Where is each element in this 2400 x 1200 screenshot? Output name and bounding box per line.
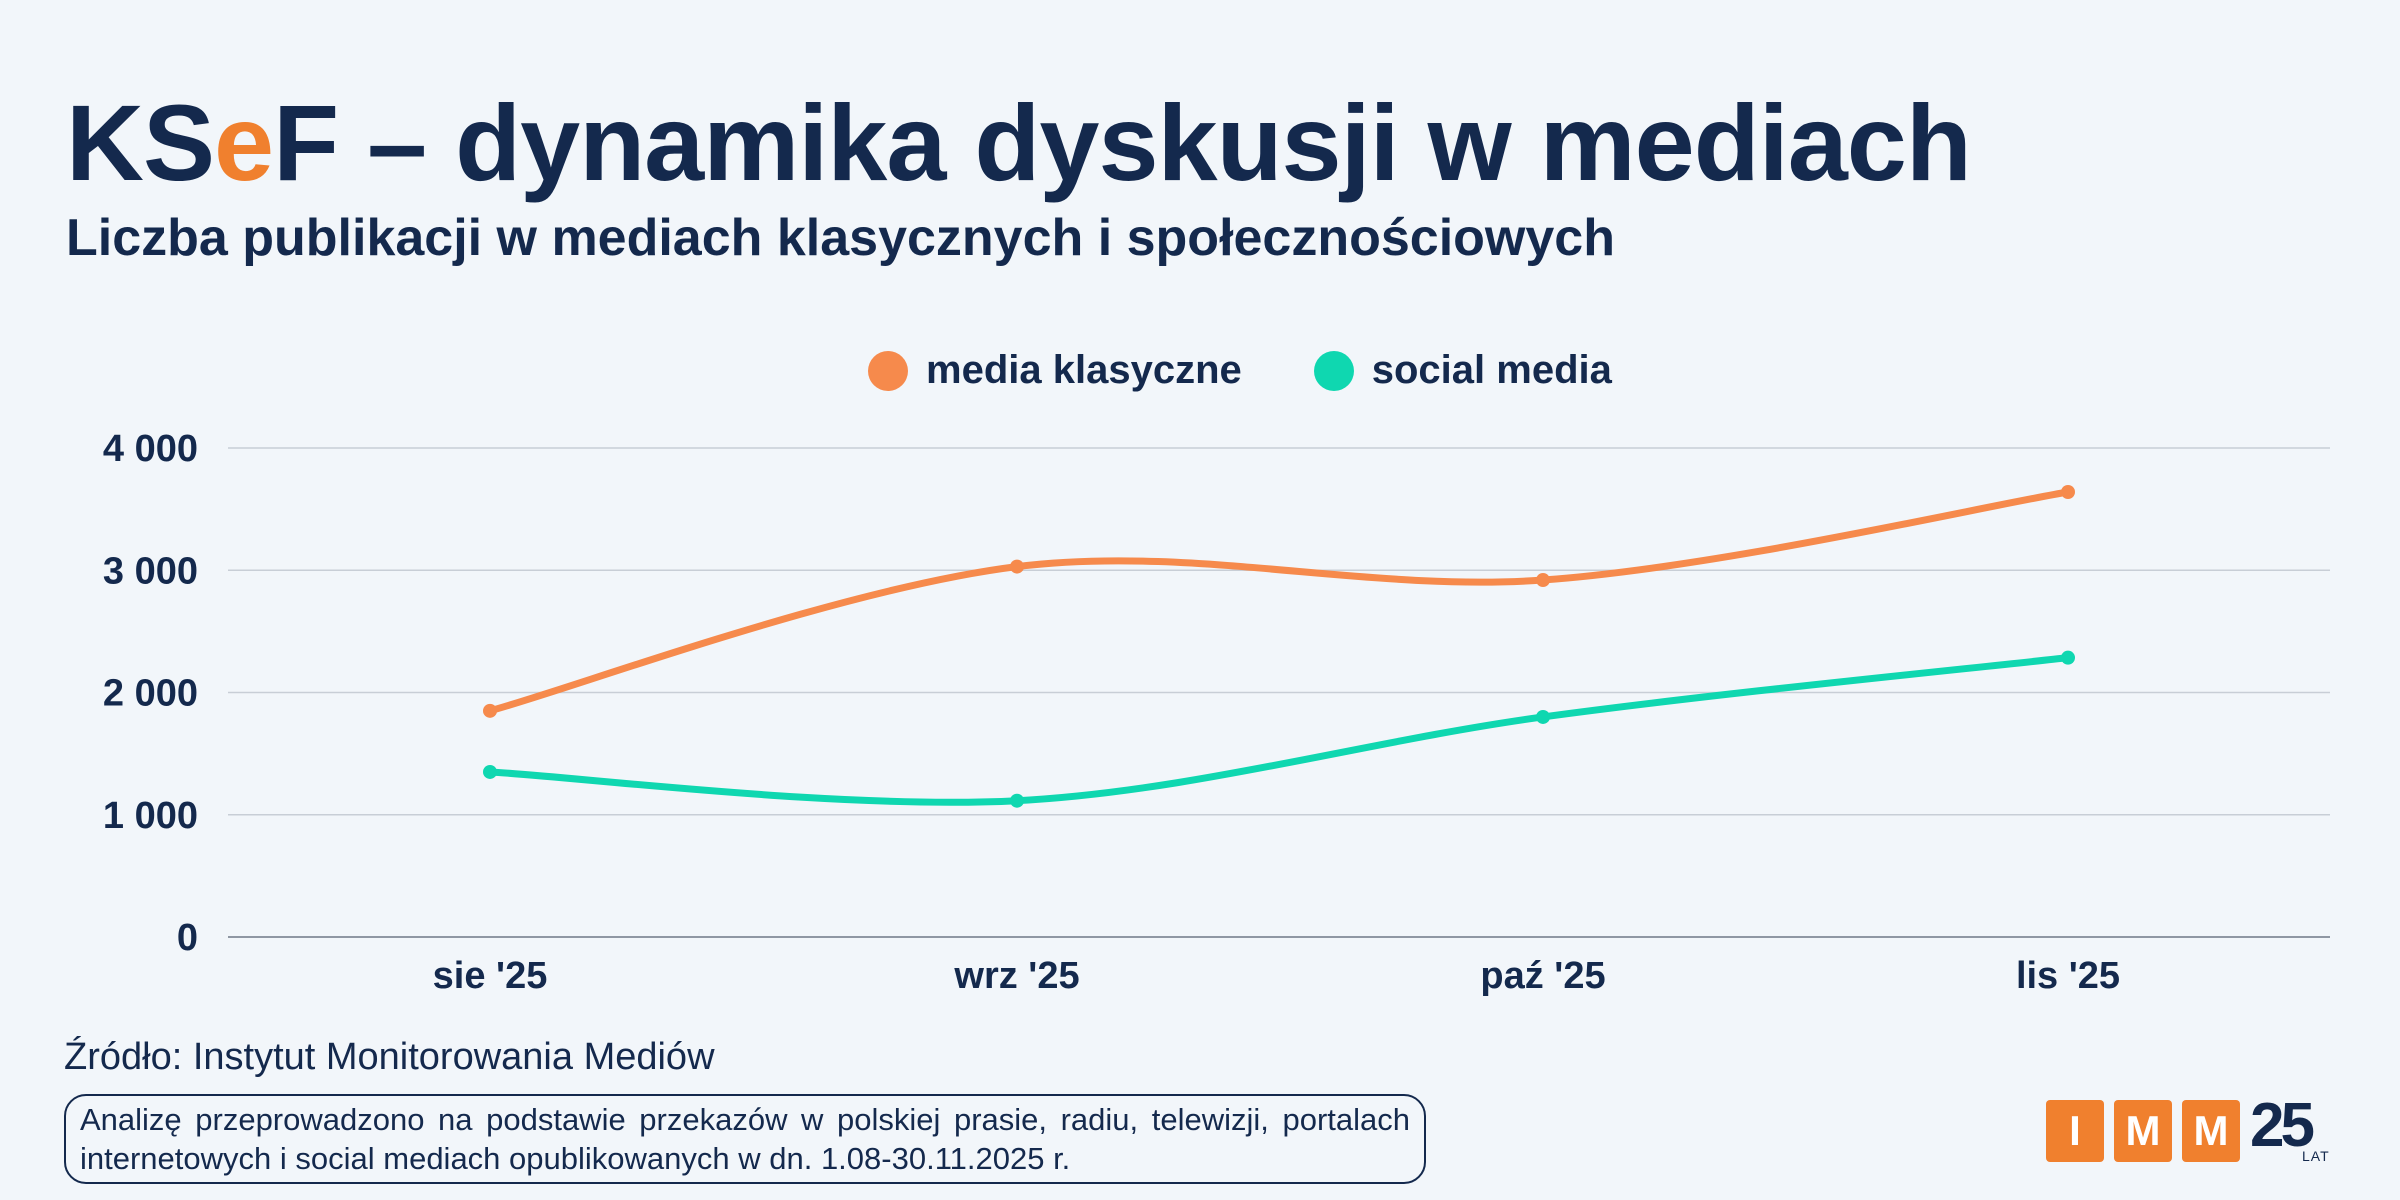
logo-letter-m2: M: [2182, 1100, 2240, 1162]
data-point-classic: [2061, 485, 2075, 500]
legend-item-classic: media klasyczne: [868, 348, 1242, 393]
chart-series: [483, 485, 2075, 808]
legend-item-social: social media: [1313, 348, 1612, 393]
legend-dot-social-icon: [1313, 350, 1354, 391]
y-tick-label: 0: [177, 917, 198, 959]
page-title: KSeF – dynamika dyskusji w mediach: [66, 78, 1972, 208]
data-point-classic: [483, 703, 497, 718]
methodology-note: Analizę przeprowadzono na podstawie prze…: [64, 1094, 1426, 1184]
source-text: Źródło: Instytut Monitorowania Mediów: [64, 1036, 715, 1078]
logo-caption: LAT: [2302, 1148, 2330, 1164]
chart-legend: media klasyczne social media: [868, 348, 1612, 393]
legend-dot-classic-icon: [868, 350, 908, 391]
x-axis-ticks: sie '25 wrz '25 paź '25 lis '25: [433, 955, 2120, 997]
imm-logo: I M M 25 LAT: [2046, 1091, 2336, 1164]
x-tick-label: wrz '25: [953, 955, 1079, 997]
x-tick-label: lis '25: [2016, 955, 2120, 997]
data-point-social: [1536, 709, 1550, 724]
data-point-classic: [1010, 559, 1024, 574]
x-tick-label: sie '25: [433, 955, 548, 997]
legend-label-classic: media klasyczne: [926, 348, 1242, 392]
data-point-social: [1010, 793, 1024, 808]
logo-letter-i: I: [2046, 1100, 2104, 1162]
y-tick-label: 2 000: [103, 673, 198, 715]
data-point-social: [2061, 650, 2075, 665]
y-tick-label: 3 000: [103, 550, 198, 592]
title-accent-e: e: [214, 82, 274, 203]
logo-letter-m1: M: [2114, 1100, 2172, 1162]
x-tick-label: paź '25: [1480, 955, 1605, 997]
title-part-f: F: [273, 82, 339, 203]
series-line-social: [486, 654, 2072, 806]
logo-number: 25: [2250, 1091, 2315, 1160]
series-line-classic: [486, 488, 2072, 715]
title-part-ks: KS: [66, 82, 215, 203]
data-point-classic: [1536, 573, 1550, 588]
title-rest: – dynamika dyskusji w mediach: [338, 82, 1972, 203]
y-axis-ticks: 0 1 000 2 000 3 000 4 000: [103, 428, 198, 959]
y-tick-label: 1 000: [103, 795, 198, 837]
legend-label-social: social media: [1371, 348, 1612, 392]
y-tick-label: 4 000: [103, 428, 198, 470]
data-point-social: [483, 764, 497, 779]
page-subtitle: Liczba publikacji w mediach klasycznych …: [66, 209, 1615, 267]
logo-anniversary: 25 LAT: [2250, 1091, 2336, 1164]
